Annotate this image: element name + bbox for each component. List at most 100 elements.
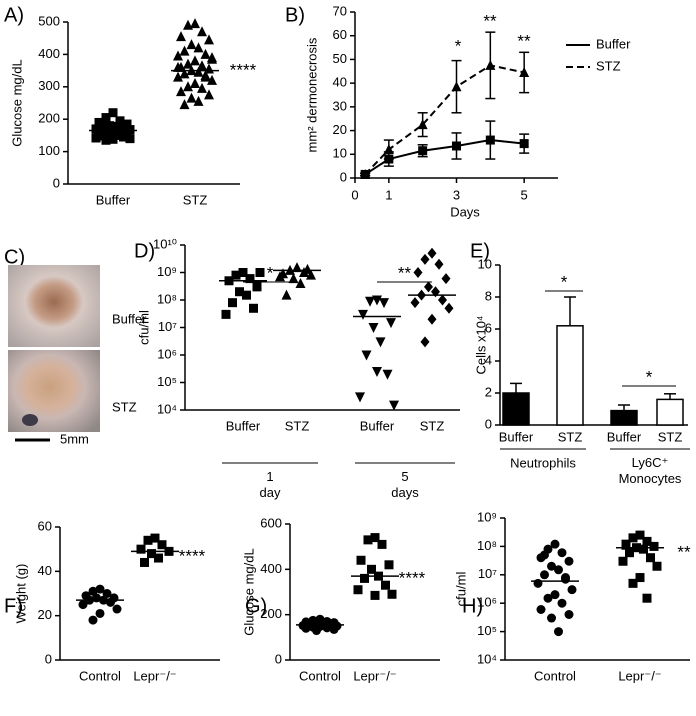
point <box>356 555 366 565</box>
point <box>554 565 563 575</box>
panel-label: E) <box>470 240 490 262</box>
y-tick-label: 2 <box>485 384 492 399</box>
point <box>312 626 321 636</box>
point <box>543 593 553 603</box>
x-tick-label: Lepr⁻/⁻ <box>618 668 661 683</box>
point <box>554 627 563 637</box>
point <box>231 270 241 280</box>
point <box>441 273 451 285</box>
point <box>157 540 167 550</box>
point <box>112 604 122 614</box>
y-tick-label: 70 <box>333 3 347 18</box>
photo-label: STZ <box>112 399 137 414</box>
point <box>564 556 574 566</box>
point <box>382 369 393 380</box>
point <box>410 297 420 309</box>
point <box>235 287 244 297</box>
point <box>389 400 399 411</box>
x-tick-label: Lepr⁻/⁻ <box>353 668 396 683</box>
point <box>375 337 386 348</box>
point <box>444 302 454 314</box>
point <box>561 574 570 584</box>
point <box>101 113 111 123</box>
point <box>176 31 186 42</box>
y-axis-title: Glucose mg/dL <box>241 548 256 635</box>
point <box>370 590 380 600</box>
point <box>628 533 638 543</box>
y-tick-label: 400 <box>38 46 60 61</box>
point <box>635 530 645 540</box>
point <box>242 290 251 300</box>
y-tick-label: 40 <box>333 75 347 90</box>
point <box>179 45 190 56</box>
x-tick-label: Buffer <box>96 192 131 207</box>
point <box>353 585 363 595</box>
y-tick-label: 0 <box>485 416 492 431</box>
point <box>625 548 634 558</box>
point <box>197 60 207 71</box>
point <box>381 580 390 590</box>
panel-label: F) <box>4 595 23 617</box>
point <box>564 610 574 620</box>
point <box>183 19 193 30</box>
point <box>642 536 652 546</box>
x-tick-label: Lepr⁻/⁻ <box>133 668 176 683</box>
y-tick-label: 10⁹ <box>157 264 177 279</box>
point <box>652 561 662 571</box>
point <box>547 613 556 623</box>
annotation: ** <box>517 31 531 50</box>
point <box>238 268 248 277</box>
point <box>519 139 529 149</box>
x-tick-label: 1 <box>385 187 392 202</box>
point <box>358 309 368 320</box>
x-tick-label: STZ <box>558 429 583 444</box>
y-axis-title: Glucose mg/dL <box>9 59 24 146</box>
point <box>193 42 204 53</box>
y-tick-label: 600 <box>260 515 282 530</box>
point <box>91 133 101 143</box>
y-tick-label: 20 <box>333 122 347 137</box>
x-tick-label: Buffer <box>499 429 534 444</box>
x-tick-label: 3 <box>453 187 460 202</box>
x-tick-label: STZ <box>420 418 445 433</box>
annotation: * <box>646 367 653 386</box>
point <box>547 561 556 571</box>
y-axis-title: cfu/ml <box>136 310 151 345</box>
annotation: **** <box>179 546 206 565</box>
annotation: **** <box>230 60 257 79</box>
y-tick-label: 0 <box>275 651 282 666</box>
annotation: **** <box>399 568 426 587</box>
point <box>122 130 132 140</box>
y-tick-label: 60 <box>333 27 347 42</box>
point <box>329 624 339 634</box>
x-tick-label: Control <box>299 668 341 683</box>
point <box>372 295 382 306</box>
point <box>105 130 114 140</box>
point <box>427 247 437 259</box>
bar <box>502 392 530 426</box>
point <box>621 540 631 550</box>
point <box>639 544 648 554</box>
bar <box>556 325 584 426</box>
point <box>108 134 118 144</box>
point <box>108 108 118 118</box>
point <box>363 535 373 545</box>
point <box>173 71 183 82</box>
point <box>418 146 428 156</box>
point <box>387 589 397 599</box>
point <box>197 26 207 37</box>
point <box>252 282 262 292</box>
point <box>200 71 211 82</box>
point <box>173 61 183 72</box>
y-tick-label: 10⁶ <box>157 346 177 361</box>
photo <box>8 265 100 347</box>
point <box>420 336 430 348</box>
point <box>88 586 98 596</box>
y-tick-label: 0 <box>45 651 52 666</box>
point <box>384 560 394 570</box>
point <box>207 74 217 85</box>
point <box>154 553 163 563</box>
point <box>228 298 237 308</box>
panel-label: B) <box>285 4 305 26</box>
point <box>288 273 299 284</box>
